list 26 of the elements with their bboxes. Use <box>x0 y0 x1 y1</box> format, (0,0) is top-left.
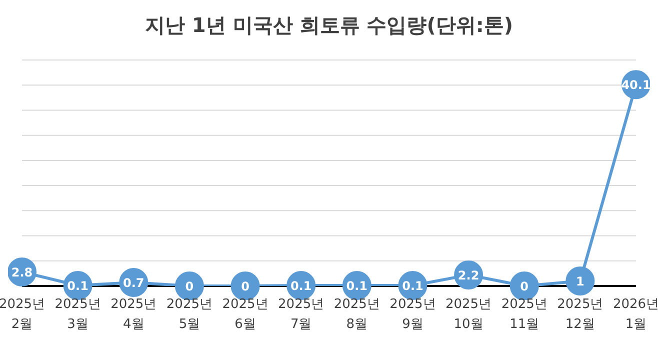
data-label: 40.1 <box>621 78 651 92</box>
data-label: 0.1 <box>346 279 368 293</box>
data-label: 0.1 <box>67 279 88 293</box>
data-label: 0.7 <box>123 276 144 290</box>
point <box>566 266 595 296</box>
x-tick-label: 2025년 9월 <box>390 297 436 332</box>
x-tick-label: 2025년 10월 <box>446 297 492 332</box>
data-label: 0 <box>185 280 194 294</box>
x-tick-label: 2025년 5월 <box>166 297 212 332</box>
data-label: 0 <box>520 280 529 294</box>
x-tick-label: 2025년 12월 <box>557 297 604 332</box>
x-tick-label: 2025년 6월 <box>222 297 268 332</box>
data-label: 2.8 <box>11 265 33 280</box>
chart-title: 지난 1년 미국산 희토류 수입량(단위:톤) <box>144 12 514 39</box>
x-tick-label: 2025년 11월 <box>501 297 548 332</box>
x-tick-label: 2025년 7월 <box>278 297 324 332</box>
x-tick-label: 2025년 4월 <box>110 297 157 332</box>
x-tick-label: 2025년 3월 <box>54 297 101 332</box>
data-label: 0.1 <box>402 279 424 293</box>
x-tick-label: 2025년 2월 <box>0 297 46 332</box>
data-label: 2.2 <box>458 268 480 282</box>
x-tick-label: 2025년 8월 <box>334 297 380 332</box>
data-label: 1 <box>576 274 584 288</box>
data-label: 0 <box>241 280 250 294</box>
data-label: 0.1 <box>290 279 312 293</box>
x-tick-label: 2026년 1월 <box>612 297 658 332</box>
